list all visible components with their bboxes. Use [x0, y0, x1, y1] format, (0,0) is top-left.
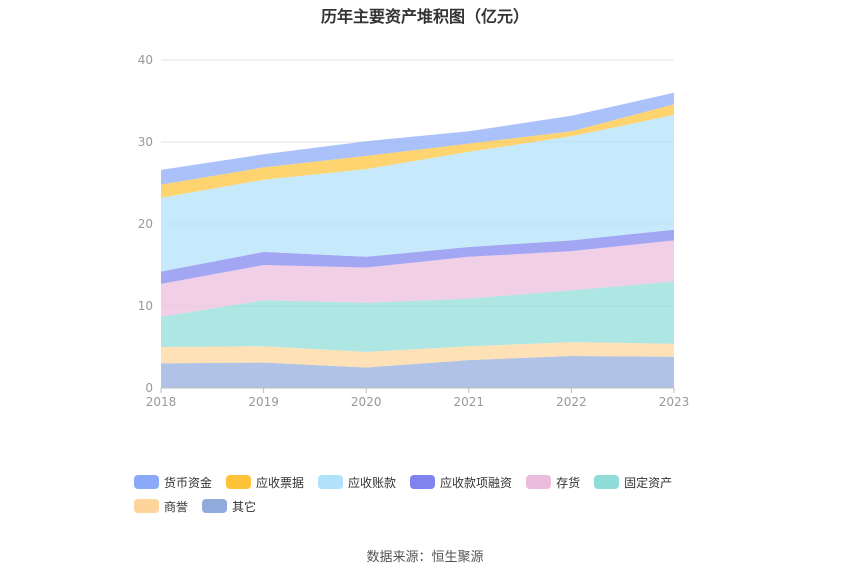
- area-series-固定资产[interactable]: [161, 281, 674, 352]
- area-series-应收票据[interactable]: [161, 104, 674, 198]
- y-tick-label: 0: [145, 381, 153, 395]
- x-tick-label: 2018: [146, 395, 177, 409]
- x-tick-label: 2021: [454, 395, 485, 409]
- x-tick-label: 2019: [248, 395, 279, 409]
- area-series-应收账款[interactable]: [161, 114, 674, 272]
- data-source: 数据来源：恒生聚源: [366, 550, 484, 565]
- legend-item-存货[interactable]: 存货: [526, 472, 580, 492]
- y-tick-label: 20: [138, 217, 153, 231]
- legend-swatch: [410, 475, 436, 489]
- legend-item-应收票据[interactable]: 应收票据: [226, 472, 304, 492]
- area-series-货币资金[interactable]: [161, 92, 674, 185]
- x-tick-label: 2020: [351, 395, 382, 409]
- legend-swatch: [134, 475, 159, 489]
- legend-swatch: [202, 499, 228, 513]
- legend-swatch: [526, 475, 552, 489]
- legend: 货币资金 应收票据 应收账款 应收款项融资 存货 固定资产商誉 其它: [134, 472, 734, 520]
- legend-item-应收款项融资[interactable]: 应收款项融资: [410, 472, 512, 492]
- y-tick-label: 10: [138, 299, 153, 313]
- legend-label: 应收款项融资: [440, 475, 513, 490]
- legend-label: 应收账款: [348, 475, 397, 490]
- x-tick-label: 2023: [659, 395, 690, 409]
- legend-item-其它[interactable]: 其它: [202, 496, 256, 516]
- legend-label: 货币资金: [164, 475, 213, 490]
- legend-swatch: [318, 475, 344, 489]
- legend-swatch: [594, 475, 620, 489]
- y-tick-label: 40: [138, 53, 153, 67]
- legend-item-应收账款[interactable]: 应收账款: [318, 472, 396, 492]
- x-tick-label: 2022: [556, 395, 587, 409]
- chart-title: 历年主要资产堆积图（亿元）: [320, 7, 529, 26]
- area-series-应收款项融资[interactable]: [161, 229, 674, 284]
- axes: 0 10 20 30 40 2018 2019 2020 2021 2022 2023: [138, 53, 690, 409]
- legend-label: 其它: [232, 499, 257, 514]
- legend-item-商誉[interactable]: 商誉: [134, 496, 188, 516]
- area-series-其它[interactable]: [161, 356, 674, 388]
- legend-label: 存货: [556, 475, 581, 490]
- area-series: [161, 92, 674, 388]
- y-tick-label: 30: [138, 135, 153, 149]
- legend-label: 商誉: [164, 499, 189, 514]
- stacked-area-chart: 0 10 20 30 40 2018 2019 2020 2021 2022 2023: [138, 53, 690, 409]
- legend-item-货币资金[interactable]: 货币资金: [134, 472, 212, 492]
- legend-label: 固定资产: [624, 475, 673, 490]
- area-series-商誉[interactable]: [161, 342, 674, 368]
- legend-swatch: [226, 475, 252, 489]
- legend-item-固定资产[interactable]: 固定资产: [594, 472, 672, 492]
- area-series-存货[interactable]: [161, 240, 674, 317]
- legend-label: 应收票据: [256, 475, 305, 490]
- legend-swatch: [134, 499, 159, 513]
